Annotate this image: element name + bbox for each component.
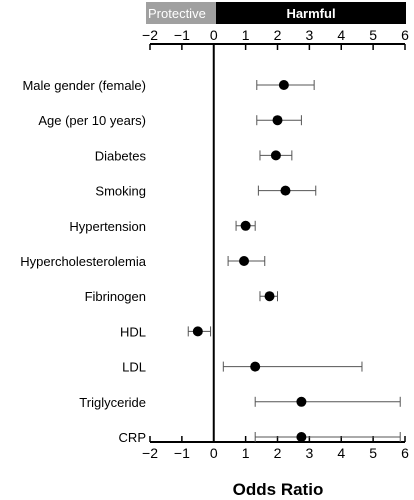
banner-harmful-bg xyxy=(216,2,406,24)
x-axis-title: Odds Ratio xyxy=(233,480,324,499)
factor-label: HDL xyxy=(120,324,146,339)
effect-banner: Protective Harmful xyxy=(146,2,406,24)
point-estimates xyxy=(192,80,307,442)
factor-label: LDL xyxy=(122,360,146,375)
top-axis-tick-label: 4 xyxy=(337,27,345,43)
factor-label: Male gender (female) xyxy=(22,78,146,93)
estimate-point xyxy=(296,432,307,442)
estimate-point xyxy=(240,220,251,231)
factor-label: Diabetes xyxy=(95,148,147,163)
top-axis: −2 −1 0 1 2 3 4 5 6 xyxy=(142,27,409,50)
top-axis-tick-label: 3 xyxy=(305,27,313,43)
factor-label: Triglyceride xyxy=(79,395,146,410)
banner-protective-bg xyxy=(146,2,216,24)
top-axis-tick-label: 2 xyxy=(274,27,282,43)
estimate-point xyxy=(192,326,203,337)
bottom-axis-tick-label: 5 xyxy=(369,445,377,461)
bottom-axis-tick-label: 0 xyxy=(210,445,218,461)
top-axis-tick-label: 6 xyxy=(401,27,409,43)
estimate-point xyxy=(272,115,283,126)
factor-label: Smoking xyxy=(95,184,146,199)
top-axis-tick-label: 0 xyxy=(210,27,218,43)
estimate-point xyxy=(296,396,307,407)
estimate-point xyxy=(264,291,275,302)
factor-label: Fibrinogen xyxy=(85,289,146,304)
top-axis-tick-label: 1 xyxy=(242,27,250,43)
bottom-axis-tick-label: −2 xyxy=(142,445,158,461)
confidence-intervals xyxy=(187,80,401,442)
bottom-axis-tick-label: 1 xyxy=(242,445,250,461)
top-axis-tick-label: −1 xyxy=(174,27,190,43)
bottom-axis: −2 −1 0 1 2 3 4 5 6 xyxy=(142,436,409,461)
estimate-point xyxy=(278,80,289,90)
bottom-axis-tick-label: 2 xyxy=(274,445,282,461)
bottom-axis-tick-label: 6 xyxy=(401,445,409,461)
bottom-axis-tick-label: −1 xyxy=(174,445,190,461)
banner-protective-label: Protective xyxy=(148,6,206,21)
factor-label: CRP xyxy=(119,430,146,445)
estimate-point xyxy=(270,150,281,161)
bottom-axis-tick-label: 4 xyxy=(337,445,345,461)
estimate-point xyxy=(250,361,261,372)
top-axis-tick-label: 5 xyxy=(369,27,377,43)
estimate-point xyxy=(239,256,250,266)
factor-label: Age (per 10 years) xyxy=(38,113,146,128)
estimate-point xyxy=(280,185,291,196)
bottom-axis-tick-label: 3 xyxy=(305,445,313,461)
banner-harmful-label: Harmful xyxy=(286,6,335,21)
factor-label: Hypercholesterolemia xyxy=(20,254,146,269)
top-axis-tick-label: −2 xyxy=(142,27,158,43)
factor-label: Hypertension xyxy=(69,219,146,234)
factor-labels: Male gender (female) Age (per 10 years) Di… xyxy=(20,78,146,445)
